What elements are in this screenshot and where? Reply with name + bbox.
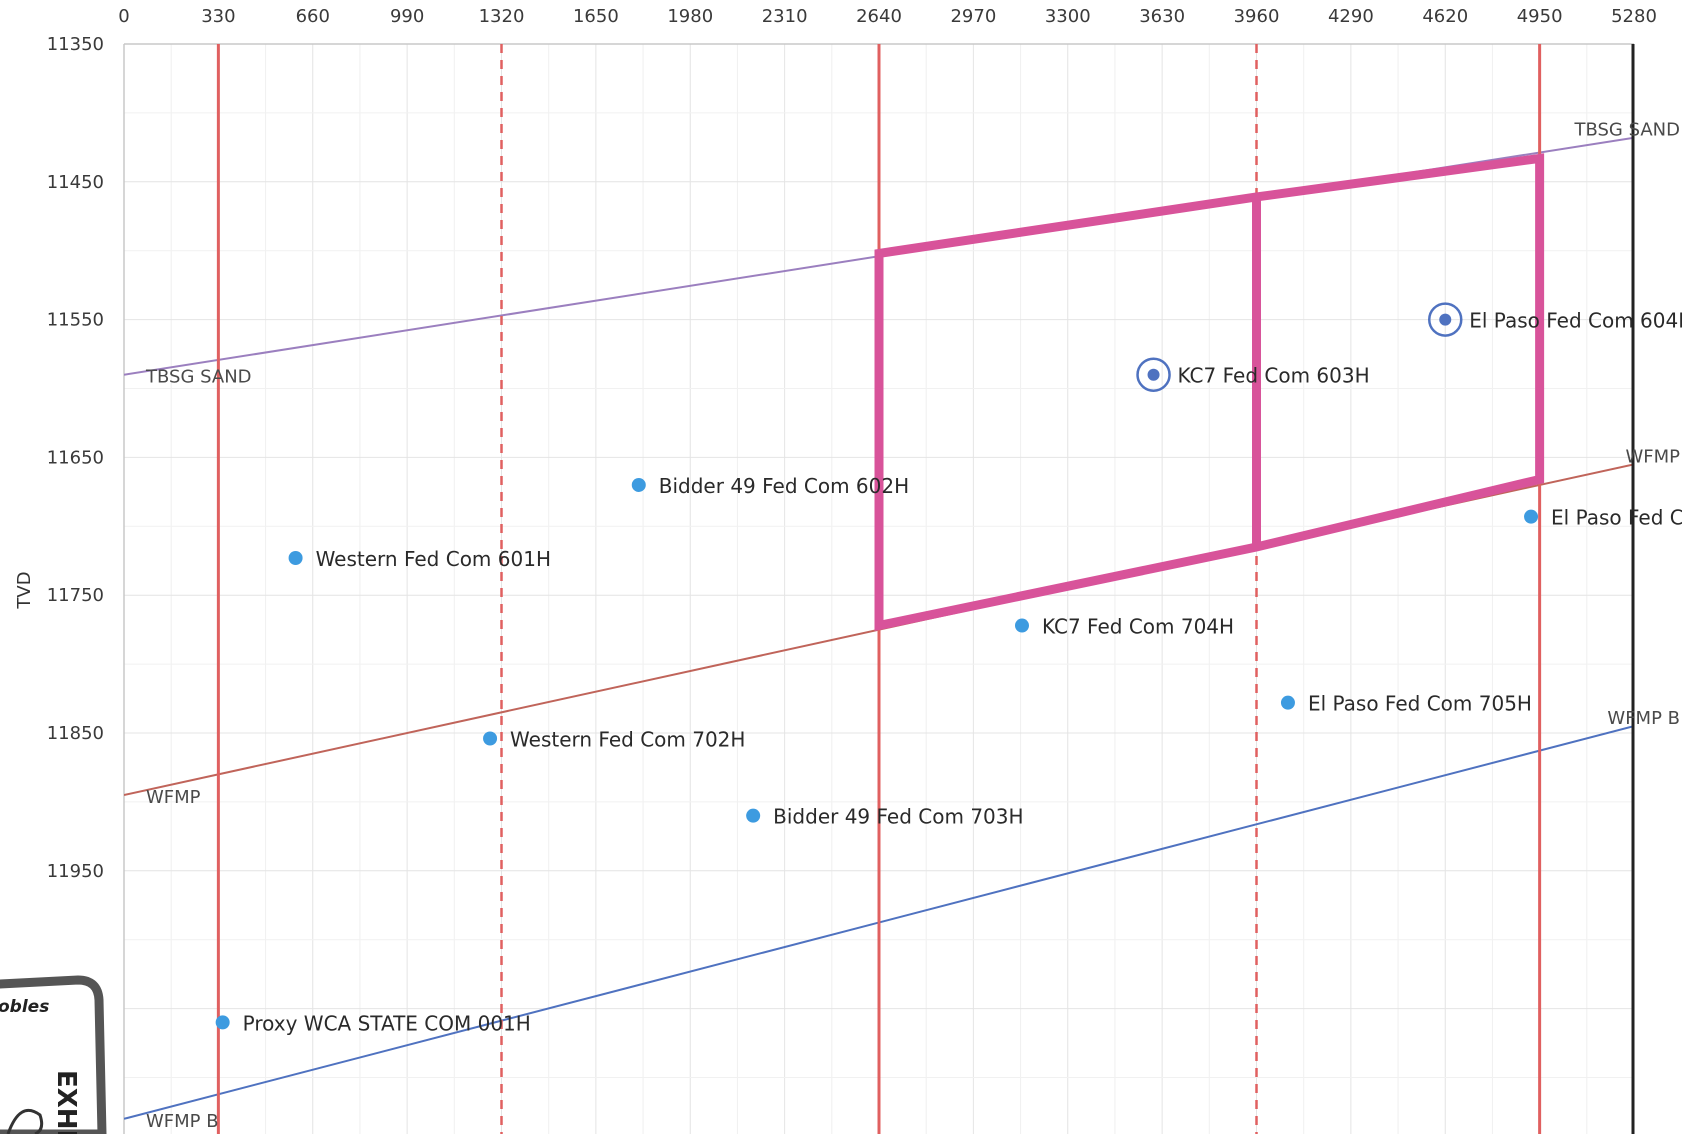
horizon-label-left: TBSG SAND (145, 367, 252, 388)
well-label: Western Fed Com 702H (510, 728, 745, 752)
x-tick-label: 1980 (667, 6, 713, 27)
x-tick-label: 330 (201, 6, 235, 27)
well-label: Bidder 49 Fed Com 602H (659, 474, 909, 498)
horizon-label-right: WFMP B (1607, 708, 1680, 729)
horizon-label-left: WFMP B (146, 1111, 219, 1132)
well-point (746, 808, 761, 823)
horizon-label-left: WFMP (146, 787, 201, 808)
x-tick-label: 3630 (1139, 6, 1185, 27)
x-tick-label: 2970 (950, 6, 996, 27)
y-tick-label: 11650 (47, 447, 104, 468)
well-points: Western Fed Com 601H Bidder 49 Fed Com 60… (215, 302, 1682, 1035)
well-point (483, 731, 498, 746)
x-tick-label: 3960 (1234, 6, 1280, 27)
x-tick-label: 990 (390, 6, 424, 27)
well-label: Bidder 49 Fed Com 703H (773, 805, 1023, 829)
x-tick-label: 4290 (1328, 6, 1374, 27)
x-axis-ticks: 0 330 660 990 1320 1650 1980 2310 2640 2970 3300 36… (118, 6, 1657, 27)
well-point (1524, 509, 1539, 524)
x-tick-label: 4620 (1422, 6, 1468, 27)
x-tick-label: 2310 (762, 6, 808, 27)
well-highlight-ring (1428, 302, 1463, 337)
stamp-text-side: EXHI (51, 1070, 81, 1134)
stamp-text-top: obles (0, 997, 49, 1017)
exhibit-sticker: obles EXHI (0, 975, 107, 1134)
y-tick-label: 11350 (47, 34, 104, 55)
x-tick-label: 3300 (1045, 6, 1091, 27)
y-tick-label: 11750 (47, 585, 104, 606)
x-tick-label: 4950 (1517, 6, 1563, 27)
y-axis-label: TVD (14, 571, 35, 609)
x-tick-label: 660 (296, 6, 330, 27)
well-point (215, 1015, 230, 1030)
well-point (288, 550, 303, 565)
x-tick-label: 1320 (479, 6, 525, 27)
y-tick-label: 11950 (47, 861, 104, 882)
well-label: El Paso Fed Com 604H (1469, 309, 1682, 333)
well-highlight-ring (1136, 357, 1171, 392)
y-tick-label: 11850 (47, 723, 104, 744)
well-label: El Paso Fed Com 706H (1551, 506, 1682, 530)
well-point (1439, 313, 1452, 326)
well-label: KC7 Fed Com 704H (1042, 615, 1234, 639)
y-tick-label: 11550 (47, 310, 104, 331)
well-point (1014, 618, 1029, 633)
well-point (1280, 695, 1295, 710)
x-tick-label: 0 (118, 6, 129, 27)
horizon-label-right: TBSG SAND (1573, 120, 1680, 141)
horizon-label-right: WFMP (1625, 446, 1680, 467)
well-label: El Paso Fed Com 705H (1308, 692, 1532, 716)
horizon-labels: TBSG SAND TBSG SAND WFMP WFMP WFMP B WFMP B (145, 120, 1680, 1132)
well-label: Proxy WCA STATE COM 001H (243, 1011, 531, 1035)
y-tick-label: 11450 (47, 172, 104, 193)
well-label: Western Fed Com 601H (316, 547, 551, 571)
x-tick-label: 1650 (573, 6, 619, 27)
unit-outline (874, 153, 1545, 632)
well-point (1147, 368, 1160, 381)
x-tick-label: 5280 (1611, 6, 1657, 27)
y-axis-ticks: 11350 11450 11550 11650 11750 11850 11950 (47, 34, 104, 882)
well-point (631, 477, 646, 492)
well-label: KC7 Fed Com 603H (1178, 364, 1370, 388)
x-tick-label: 2640 (856, 6, 902, 27)
